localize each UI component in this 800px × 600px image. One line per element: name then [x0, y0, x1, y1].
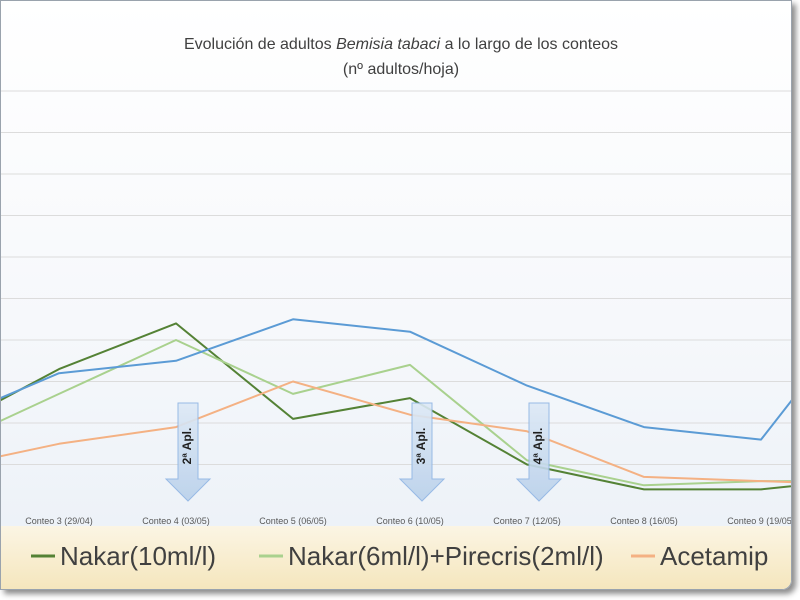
series-line [1, 322, 791, 491]
down-arrow [398, 402, 446, 502]
series-line [1, 380, 791, 484]
chart-title-suffix: a lo largo de los conteos [440, 36, 618, 53]
series-line [1, 318, 791, 441]
chart-frame: Evolución de adultos Bemisia tabaci a lo… [0, 0, 792, 590]
x-tick-label: Conteo 3 (29/04) [25, 516, 93, 526]
chart-title-species: Bemisia tabaci [336, 36, 440, 53]
legend: Nakar(10ml/l) Nakar(6ml/l)+Pirecris(2ml/l… [31, 541, 768, 571]
application-label: 3ª Apl. [414, 428, 428, 465]
application-label: 4ª Apl. [531, 428, 545, 465]
application-arrows: 2ª Apl. 3ª Apl. 4ª Apl. [164, 402, 563, 502]
x-tick-label: Conteo 5 (06/05) [259, 516, 327, 526]
line-chart: Evolución de adultos Bemisia tabaci a lo… [1, 36, 791, 589]
series-lines [1, 318, 791, 491]
x-tick-label: Conteo 8 (16/05) [610, 516, 678, 526]
legend-background [1, 526, 791, 589]
series-line [1, 339, 791, 487]
x-tick-label: Conteo 7 (12/05) [493, 516, 561, 526]
chart-title-prefix: Evolución de adultos [184, 36, 336, 53]
down-arrow [515, 402, 563, 502]
x-tick-label: Conteo 4 (03/05) [142, 516, 210, 526]
legend-label: Acetamip [660, 541, 768, 571]
chart-subtitle: (nº adultos/hoja) [343, 61, 459, 78]
legend-label: Nakar(10ml/l) [60, 541, 216, 571]
gridlines [1, 90, 791, 465]
application-label: 2ª Apl. [180, 428, 194, 465]
x-tick-label: Conteo 6 (10/05) [376, 516, 444, 526]
legend-label: Nakar(6ml/l)+Pirecris(2ml/l) [288, 541, 604, 571]
chart-title: Evolución de adultos Bemisia tabaci a lo… [184, 36, 618, 53]
x-axis-ticks: Conteo 2Conteo 3 (29/04)Conteo 4 (03/05)… [25, 516, 791, 526]
x-tick-label: Conteo 9 (19/05) [727, 516, 791, 526]
down-arrow [164, 402, 212, 502]
